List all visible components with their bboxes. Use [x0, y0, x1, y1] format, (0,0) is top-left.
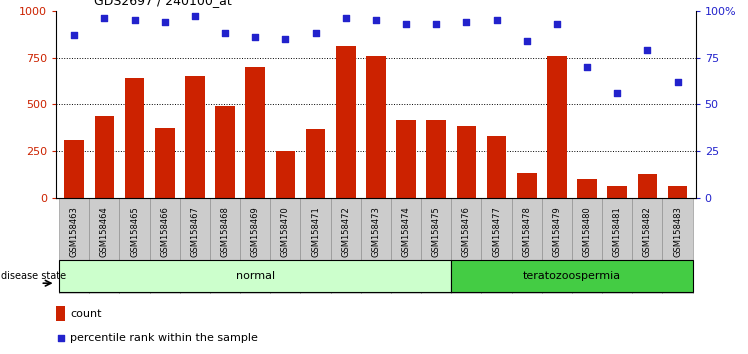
Bar	[180, 198, 210, 294]
Bar	[120, 198, 150, 294]
Text: GSM158476: GSM158476	[462, 206, 471, 257]
Bar	[306, 129, 325, 198]
Text: GSM158463: GSM158463	[70, 206, 79, 257]
Point	[521, 38, 533, 44]
Point	[491, 17, 503, 23]
Bar	[155, 128, 174, 198]
Text: GSM158472: GSM158472	[341, 206, 350, 257]
Bar	[301, 198, 331, 294]
Bar	[361, 198, 391, 294]
Text: disease state: disease state	[1, 271, 66, 281]
Point	[641, 47, 653, 53]
Bar	[275, 152, 295, 198]
Point	[370, 17, 381, 23]
Bar	[663, 198, 693, 294]
Point	[310, 30, 322, 36]
Bar	[245, 67, 265, 198]
Bar	[456, 126, 476, 198]
Bar	[64, 140, 84, 198]
Text: GDS2697 / 240100_at: GDS2697 / 240100_at	[94, 0, 231, 7]
Point	[249, 34, 261, 40]
Bar	[602, 198, 632, 294]
Text: percentile rank within the sample: percentile rank within the sample	[70, 333, 258, 343]
Bar	[668, 186, 687, 198]
Text: GSM158475: GSM158475	[432, 206, 441, 257]
Text: GSM158474: GSM158474	[402, 206, 411, 257]
Bar	[542, 198, 572, 294]
Bar	[210, 198, 240, 294]
Bar	[396, 120, 416, 198]
Bar	[89, 198, 120, 294]
Bar	[125, 78, 144, 198]
Bar	[577, 179, 597, 198]
Bar	[56, 306, 65, 321]
Point	[99, 15, 111, 21]
Bar	[637, 174, 657, 198]
Bar	[331, 198, 361, 294]
Bar	[426, 120, 446, 198]
Text: GSM158469: GSM158469	[251, 206, 260, 257]
Bar	[336, 46, 355, 198]
Bar	[391, 198, 421, 294]
Point	[611, 90, 623, 96]
Point	[219, 30, 231, 36]
Point	[129, 17, 141, 23]
Text: GSM158468: GSM158468	[221, 206, 230, 257]
Text: GSM158473: GSM158473	[371, 206, 381, 257]
Bar	[59, 198, 89, 294]
Bar	[150, 198, 180, 294]
Text: GSM158464: GSM158464	[100, 206, 109, 257]
Text: GSM158467: GSM158467	[191, 206, 200, 257]
Text: count: count	[70, 309, 102, 319]
Text: GSM158470: GSM158470	[280, 206, 290, 257]
Text: GSM158483: GSM158483	[673, 206, 682, 257]
Bar	[512, 198, 542, 294]
Text: normal: normal	[236, 271, 275, 281]
Point	[672, 79, 684, 85]
Point	[460, 19, 472, 25]
Bar	[487, 136, 506, 198]
Bar	[215, 106, 235, 198]
Bar	[517, 173, 536, 198]
Point	[68, 32, 80, 38]
Bar	[607, 186, 627, 198]
Bar	[240, 198, 270, 294]
Text: GSM158477: GSM158477	[492, 206, 501, 257]
Text: GSM158466: GSM158466	[160, 206, 169, 257]
Point	[400, 21, 412, 27]
Bar	[59, 260, 451, 292]
Bar	[366, 56, 386, 198]
Text: GSM158482: GSM158482	[643, 206, 652, 257]
Bar	[632, 198, 663, 294]
Bar	[547, 56, 567, 198]
Text: GSM158471: GSM158471	[311, 206, 320, 257]
Bar	[451, 198, 482, 294]
Bar	[270, 198, 301, 294]
Point	[159, 19, 171, 25]
Point	[581, 64, 593, 70]
Text: GSM158478: GSM158478	[522, 206, 531, 257]
Point	[430, 21, 442, 27]
Bar	[482, 198, 512, 294]
Bar	[572, 198, 602, 294]
Bar	[451, 260, 693, 292]
Point	[189, 13, 201, 19]
Bar	[421, 198, 451, 294]
Bar	[185, 76, 205, 198]
Point	[551, 21, 562, 27]
Text: teratozoospermia: teratozoospermia	[523, 271, 621, 281]
Text: GSM158480: GSM158480	[583, 206, 592, 257]
Point	[340, 15, 352, 21]
Point	[55, 336, 67, 341]
Bar	[94, 116, 114, 198]
Text: GSM158481: GSM158481	[613, 206, 622, 257]
Text: GSM158479: GSM158479	[552, 206, 561, 257]
Point	[280, 36, 292, 42]
Text: GSM158465: GSM158465	[130, 206, 139, 257]
